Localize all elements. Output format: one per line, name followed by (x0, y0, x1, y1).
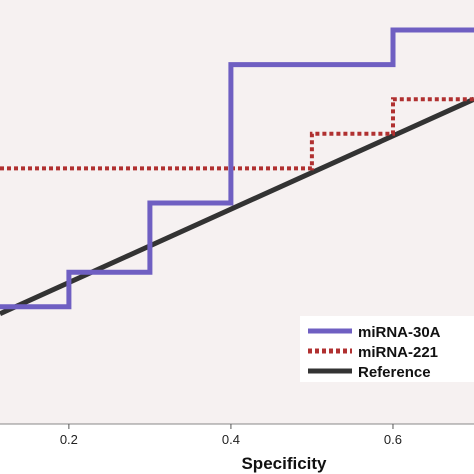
legend: miRNA-30A miRNA-221 Reference (300, 316, 474, 382)
x-axis: 0.20.40.60.8 (0, 423, 474, 447)
x-tick-label: 0.2 (60, 432, 78, 447)
series-line-mirna-30a (0, 27, 474, 310)
x-tick-label: 0.4 (222, 432, 240, 447)
x-axis-title: Specificity (241, 454, 327, 473)
series-layer (0, 27, 474, 316)
legend-label-mirna-221: miRNA-221 (358, 344, 438, 361)
x-tick-label: 0.6 (384, 432, 402, 447)
series-line-mirna-221 (0, 97, 474, 171)
legend-label-reference: Reference (358, 364, 431, 381)
legend-label-mirna-30a: miRNA-30A (358, 324, 441, 341)
